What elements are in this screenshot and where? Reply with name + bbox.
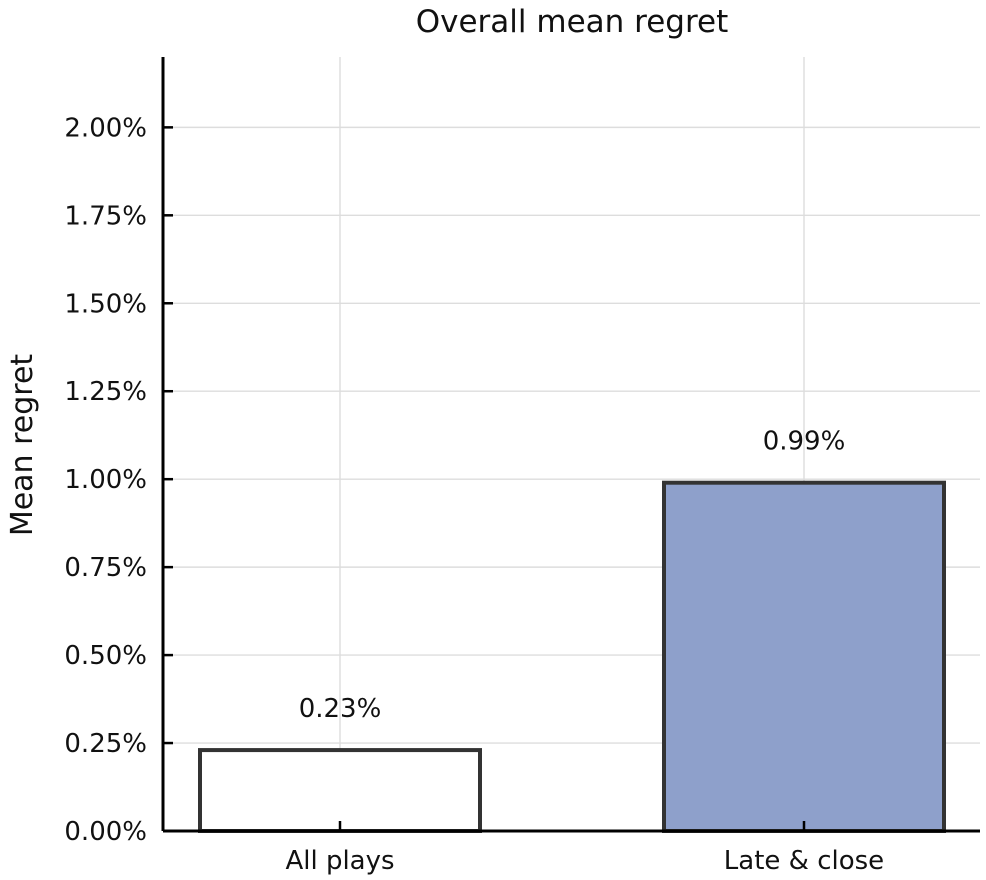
y-tick-label-3: 0.75% xyxy=(64,553,147,583)
bar-value-label-1: 0.99% xyxy=(763,427,846,457)
bars xyxy=(198,480,946,834)
y-tick-label-8: 2.00% xyxy=(64,113,147,143)
x-tick-label-1: Late & close xyxy=(724,846,884,876)
y-tick-label-7: 1.75% xyxy=(64,201,147,231)
data-labels: 0.23% 0.99% xyxy=(299,427,846,724)
chart-title: Overall mean regret xyxy=(416,4,729,40)
grid xyxy=(163,57,980,832)
y-tick-label-4: 1.00% xyxy=(64,465,147,495)
x-tick-label-0: All plays xyxy=(285,846,394,876)
y-tick-label-1: 0.25% xyxy=(64,729,147,759)
y-tick-label-6: 1.50% xyxy=(64,289,147,319)
y-tick-label-2: 0.50% xyxy=(64,641,147,671)
bar-1 xyxy=(662,480,946,833)
ticks: 0.00% 0.25% 0.50% 0.75% 1.00% 1.25% 1.50% 1.75%… xyxy=(64,113,884,876)
y-tick-label-0: 0.00% xyxy=(64,817,147,847)
bar-0 xyxy=(198,748,482,834)
bar-value-label-0: 0.23% xyxy=(299,694,382,724)
axes xyxy=(161,57,980,833)
y-tick-label-5: 1.25% xyxy=(64,377,147,407)
y-axis-label: Mean regret xyxy=(5,354,40,537)
